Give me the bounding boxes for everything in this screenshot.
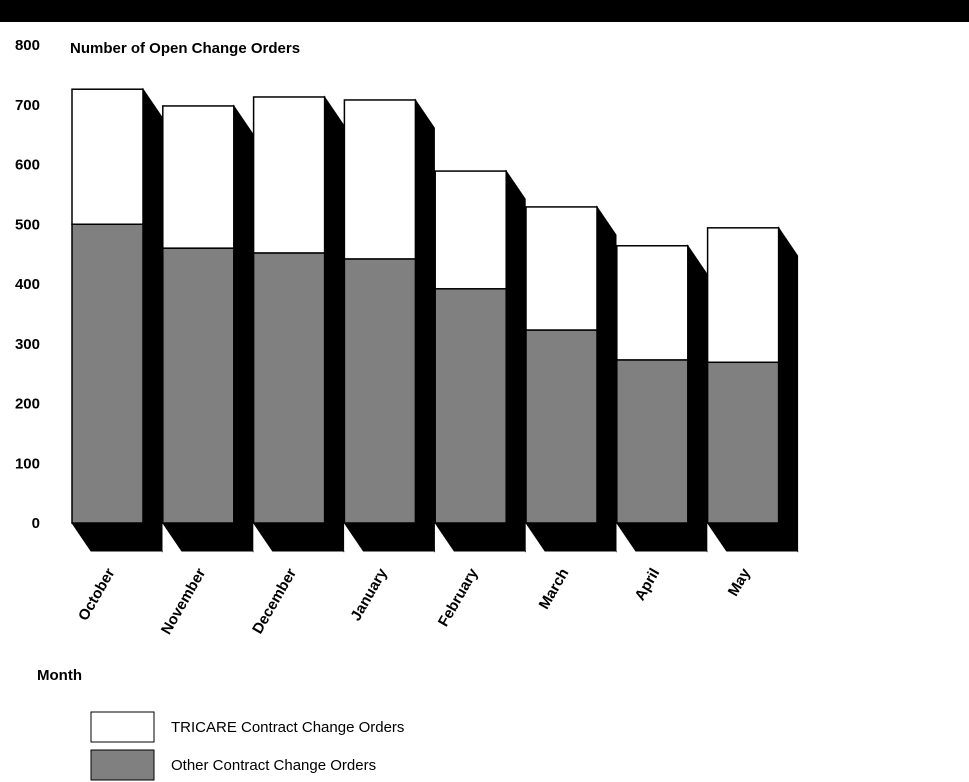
y-axis-ticks: 0 100 200 300 400 500 600 700 800 xyxy=(15,37,40,532)
bar-tricare-segment xyxy=(434,170,507,290)
bar-side-face xyxy=(233,104,254,553)
legend-swatch xyxy=(90,711,155,743)
bar-other-segment xyxy=(71,223,144,524)
bar-tricare-segment xyxy=(162,105,235,249)
x-tick-label: February xyxy=(435,565,482,630)
bar-tricare-segment xyxy=(71,88,144,225)
bar-group xyxy=(161,104,254,553)
bar-tricare-segment xyxy=(616,245,689,361)
y-tick-label: 800 xyxy=(15,37,40,54)
bar-other-segment xyxy=(162,247,235,524)
legend-label: Other Contract Change Orders xyxy=(171,757,376,774)
x-tick-label: January xyxy=(347,565,391,624)
bar-tricare-segment xyxy=(252,96,326,254)
bar-side-face xyxy=(687,244,708,553)
bar-group xyxy=(615,244,708,553)
legend: TRICARE Contract Change Orders Other Cont… xyxy=(90,711,404,781)
legend-label: TRICARE Contract Change Orders xyxy=(171,719,404,736)
y-tick-label: 500 xyxy=(15,216,40,233)
bar-side-face xyxy=(505,169,526,553)
y-tick-label: 100 xyxy=(15,455,40,472)
x-tick-label: May xyxy=(725,565,755,599)
chart-title: Number of Open Change Orders xyxy=(70,40,300,57)
y-tick-label: 0 xyxy=(32,515,40,532)
bar-other-segment xyxy=(525,329,598,524)
bar-group xyxy=(706,226,799,553)
bar-group xyxy=(343,98,436,553)
bar-tricare-segment xyxy=(525,206,598,331)
x-tick-label: December xyxy=(249,565,300,636)
y-tick-label: 400 xyxy=(15,276,40,293)
x-axis-ticks: October November December January February Ma… xyxy=(75,565,754,638)
legend-swatch xyxy=(90,749,155,781)
x-tick-label: April xyxy=(631,566,663,604)
bars xyxy=(71,87,799,553)
bar-tricare-segment xyxy=(343,99,417,260)
x-tick-label: October xyxy=(75,565,119,623)
top-bar xyxy=(0,0,969,22)
bar-other-segment xyxy=(616,359,689,524)
bar-side-face xyxy=(596,205,617,553)
bar-group xyxy=(71,87,163,553)
bar-side-face xyxy=(778,226,799,553)
bar-side-face xyxy=(324,95,345,553)
bar-group xyxy=(252,95,345,553)
bar-other-segment xyxy=(706,361,780,524)
bar-other-segment xyxy=(343,258,417,524)
bar-group xyxy=(434,169,527,553)
y-tick-label: 200 xyxy=(15,396,40,413)
bar-other-segment xyxy=(252,252,326,524)
x-tick-label: November xyxy=(158,565,209,637)
x-axis-label: Month xyxy=(37,667,82,684)
bar-group xyxy=(525,205,617,553)
bar-tricare-segment xyxy=(706,227,780,364)
x-tick-label: March xyxy=(536,566,573,613)
y-tick-label: 700 xyxy=(15,97,40,114)
bar-side-face xyxy=(414,98,435,553)
y-tick-label: 300 xyxy=(15,336,40,353)
y-tick-label: 600 xyxy=(15,157,40,174)
bar-side-face xyxy=(142,87,163,553)
bar-other-segment xyxy=(434,288,507,524)
